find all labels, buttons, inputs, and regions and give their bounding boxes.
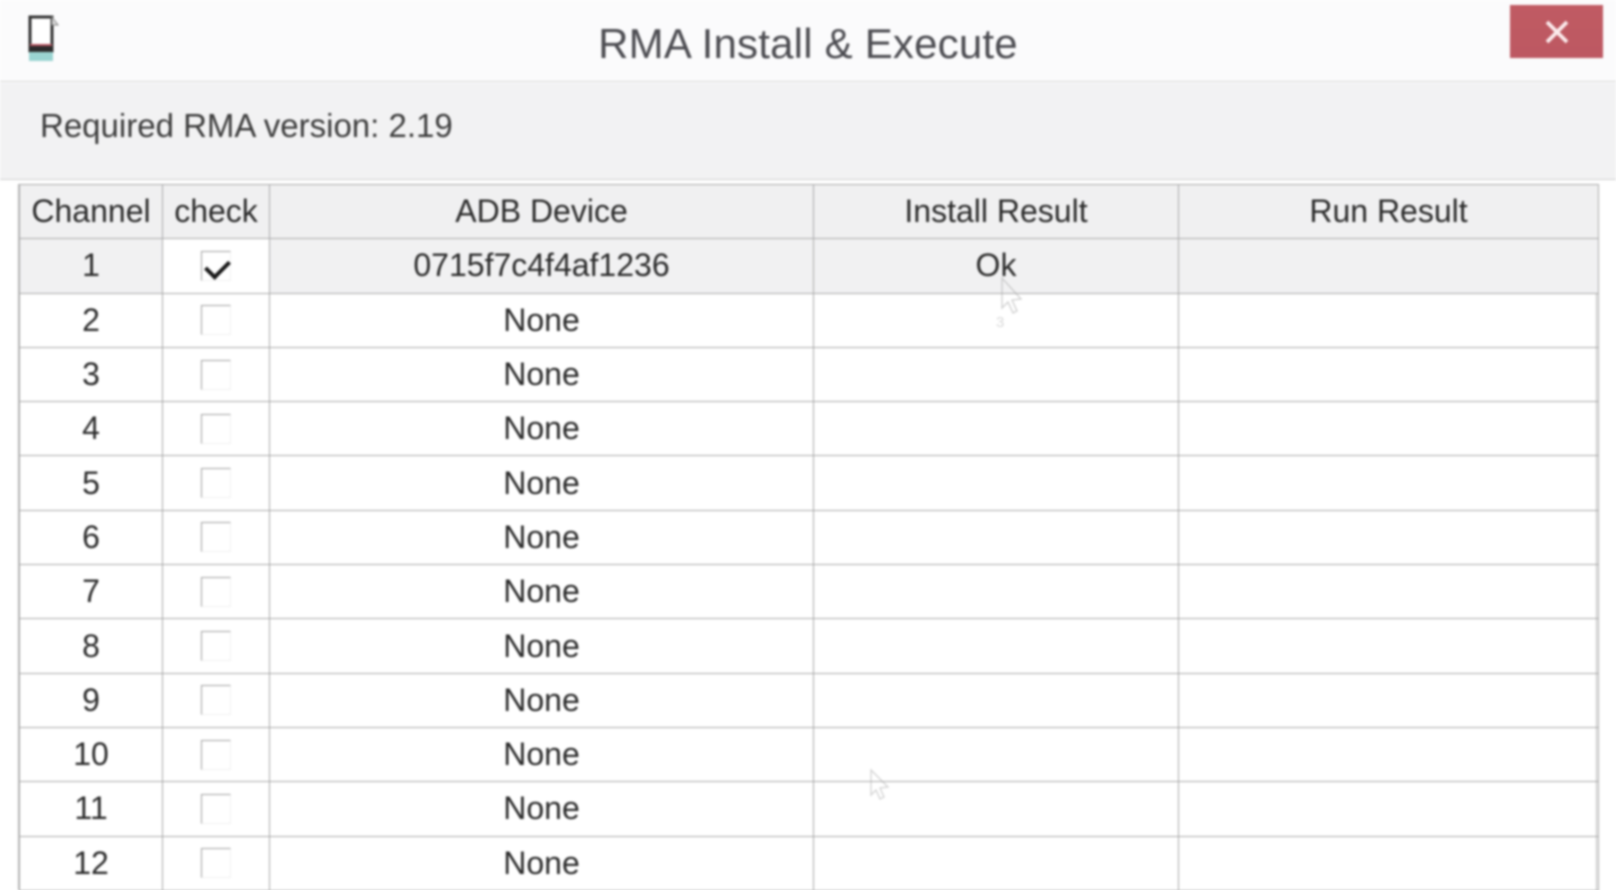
svg-text:3: 3 <box>996 314 1004 330</box>
